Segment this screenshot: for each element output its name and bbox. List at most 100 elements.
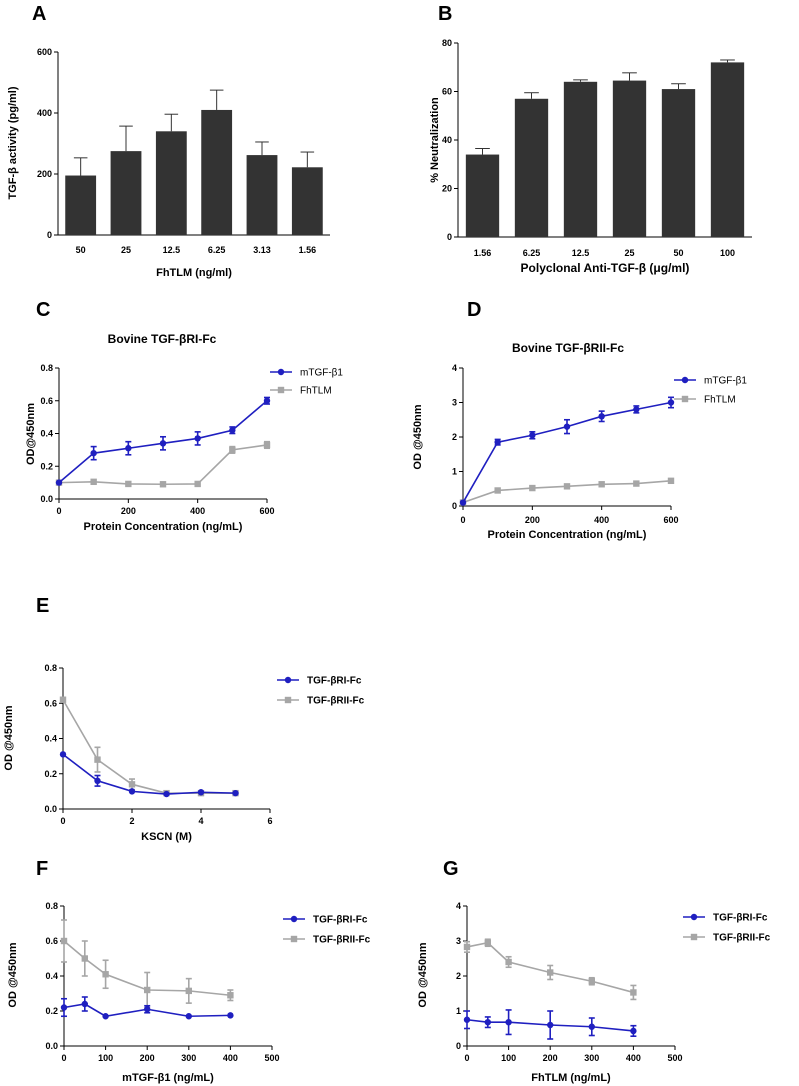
data-point [144, 1006, 151, 1013]
panel-letter: G [443, 858, 459, 880]
y-axis-label: OD @450nm [412, 404, 424, 469]
y-tick-label: 0.0 [45, 1041, 58, 1051]
y-tick-label: 0.0 [44, 804, 57, 814]
legend-marker [277, 386, 285, 394]
chart-panel-f: F 0.0 0.2 0.4 0.6 0.8 OD @450nm mTGF-β1 (ng/mL)… [7, 858, 371, 1084]
legend-entry: FhTLM [674, 395, 736, 406]
data-point [563, 483, 571, 490]
legend-entry: TGF-βRI-Fc [277, 676, 362, 687]
y-tick-label: 200 [37, 169, 52, 179]
data-point [144, 986, 151, 994]
bar [155, 131, 187, 235]
series-gray [463, 938, 637, 1001]
chart-panel-g: G 0 1 2 3 4 OD @450nm FhTLM (ng/mL) 0 100 200 300 40… [417, 858, 771, 1084]
x-tick-label: 200 [121, 506, 136, 516]
data-point [588, 978, 595, 985]
data-point [463, 1016, 471, 1023]
legend-entry: FhTLM [270, 386, 332, 397]
series-line [63, 1003, 231, 1018]
x-tick-label: 600 [663, 515, 678, 525]
data-point [197, 789, 205, 796]
data-point [194, 480, 201, 488]
data-point [59, 696, 67, 703]
y-tick-label: 80 [442, 38, 452, 48]
legend-label: TGF-βRII-Fc [307, 696, 365, 707]
y-tick-label: 0 [452, 501, 457, 511]
x-axis-label: Protein Concentration (ng/mL) [488, 529, 647, 541]
legend-marker [681, 376, 689, 384]
series-gray [60, 919, 234, 1009]
legend-entry: TGF-βRI-Fc [683, 913, 768, 924]
bar [465, 154, 500, 237]
x-tick-label: 1.56 [299, 245, 317, 255]
data-point [185, 1013, 192, 1020]
y-tick-label: 60 [442, 87, 452, 97]
data-point [232, 789, 239, 797]
x-tick-label: 1.56 [474, 248, 492, 258]
data-point [494, 438, 501, 446]
panel-letter: B [438, 3, 452, 25]
x-tick-label: 600 [259, 506, 274, 516]
data-point [55, 479, 63, 486]
series-blue [463, 1009, 637, 1040]
bar [110, 151, 142, 235]
legend-label: FhTLM [300, 386, 332, 397]
y-tick-label: 0.8 [45, 901, 58, 911]
legend-marker [290, 935, 298, 943]
series-line [466, 941, 634, 994]
legend-label: TGF-βRII-Fc [713, 933, 771, 944]
legend-marker [681, 395, 689, 403]
y-tick-label: 4 [452, 363, 457, 373]
series-line [63, 940, 231, 997]
data-point [547, 1021, 554, 1029]
x-tick-label: 400 [223, 1053, 238, 1063]
data-point [484, 1019, 491, 1026]
y-tick-label: 0 [456, 1041, 461, 1051]
data-point [159, 440, 167, 447]
series-blue [59, 751, 239, 798]
x-tick-label: 0 [61, 1053, 66, 1063]
x-tick-label: 25 [624, 248, 634, 258]
data-point [505, 958, 512, 966]
series-gray [59, 696, 239, 797]
data-point [633, 406, 640, 413]
legend-label: TGF-βRI-Fc [713, 913, 768, 924]
y-tick-label: 3 [456, 936, 461, 946]
x-tick-label: 200 [543, 1053, 558, 1063]
legend-marker [284, 696, 292, 704]
bar [710, 62, 745, 238]
x-tick-label: 2 [129, 816, 134, 826]
data-point [81, 955, 88, 962]
chart-title: Bovine TGF-βRII-Fc [512, 341, 624, 355]
legend-entry: TGF-βRII-Fc [277, 696, 365, 707]
x-tick-label: 12.5 [163, 245, 181, 255]
data-point [484, 939, 491, 946]
data-point [598, 413, 605, 420]
y-tick-label: 40 [442, 135, 452, 145]
data-point [547, 969, 554, 976]
data-point [90, 449, 97, 457]
data-point [94, 756, 101, 763]
y-tick-label: 0.2 [44, 769, 57, 779]
x-tick-label: 100 [720, 248, 735, 258]
legend-label: mTGF-β1 [300, 368, 343, 379]
x-tick-label: 400 [190, 506, 205, 516]
data-point [94, 777, 101, 784]
bar [201, 109, 233, 235]
y-tick-label: 2 [456, 971, 461, 981]
y-tick-label: 0.6 [40, 396, 53, 406]
y-tick-label: 1 [452, 467, 457, 477]
y-tick-label: 4 [456, 901, 461, 911]
x-tick-label: 50 [76, 245, 86, 255]
data-point [263, 397, 271, 404]
data-point [227, 1012, 234, 1019]
data-point [588, 1023, 595, 1030]
x-axis-label: Polyclonal Anti-TGF-β (μg/ml) [521, 261, 690, 275]
data-point [229, 427, 236, 434]
data-point [263, 441, 271, 449]
data-point [630, 1027, 637, 1035]
y-tick-label: 0.4 [44, 734, 57, 744]
x-tick-label: 0 [464, 1053, 469, 1063]
series-blue [459, 396, 675, 506]
chart-panel-b: B 0 20 40 60 80 % Neutralization Polyclonal Ant… [429, 3, 752, 275]
